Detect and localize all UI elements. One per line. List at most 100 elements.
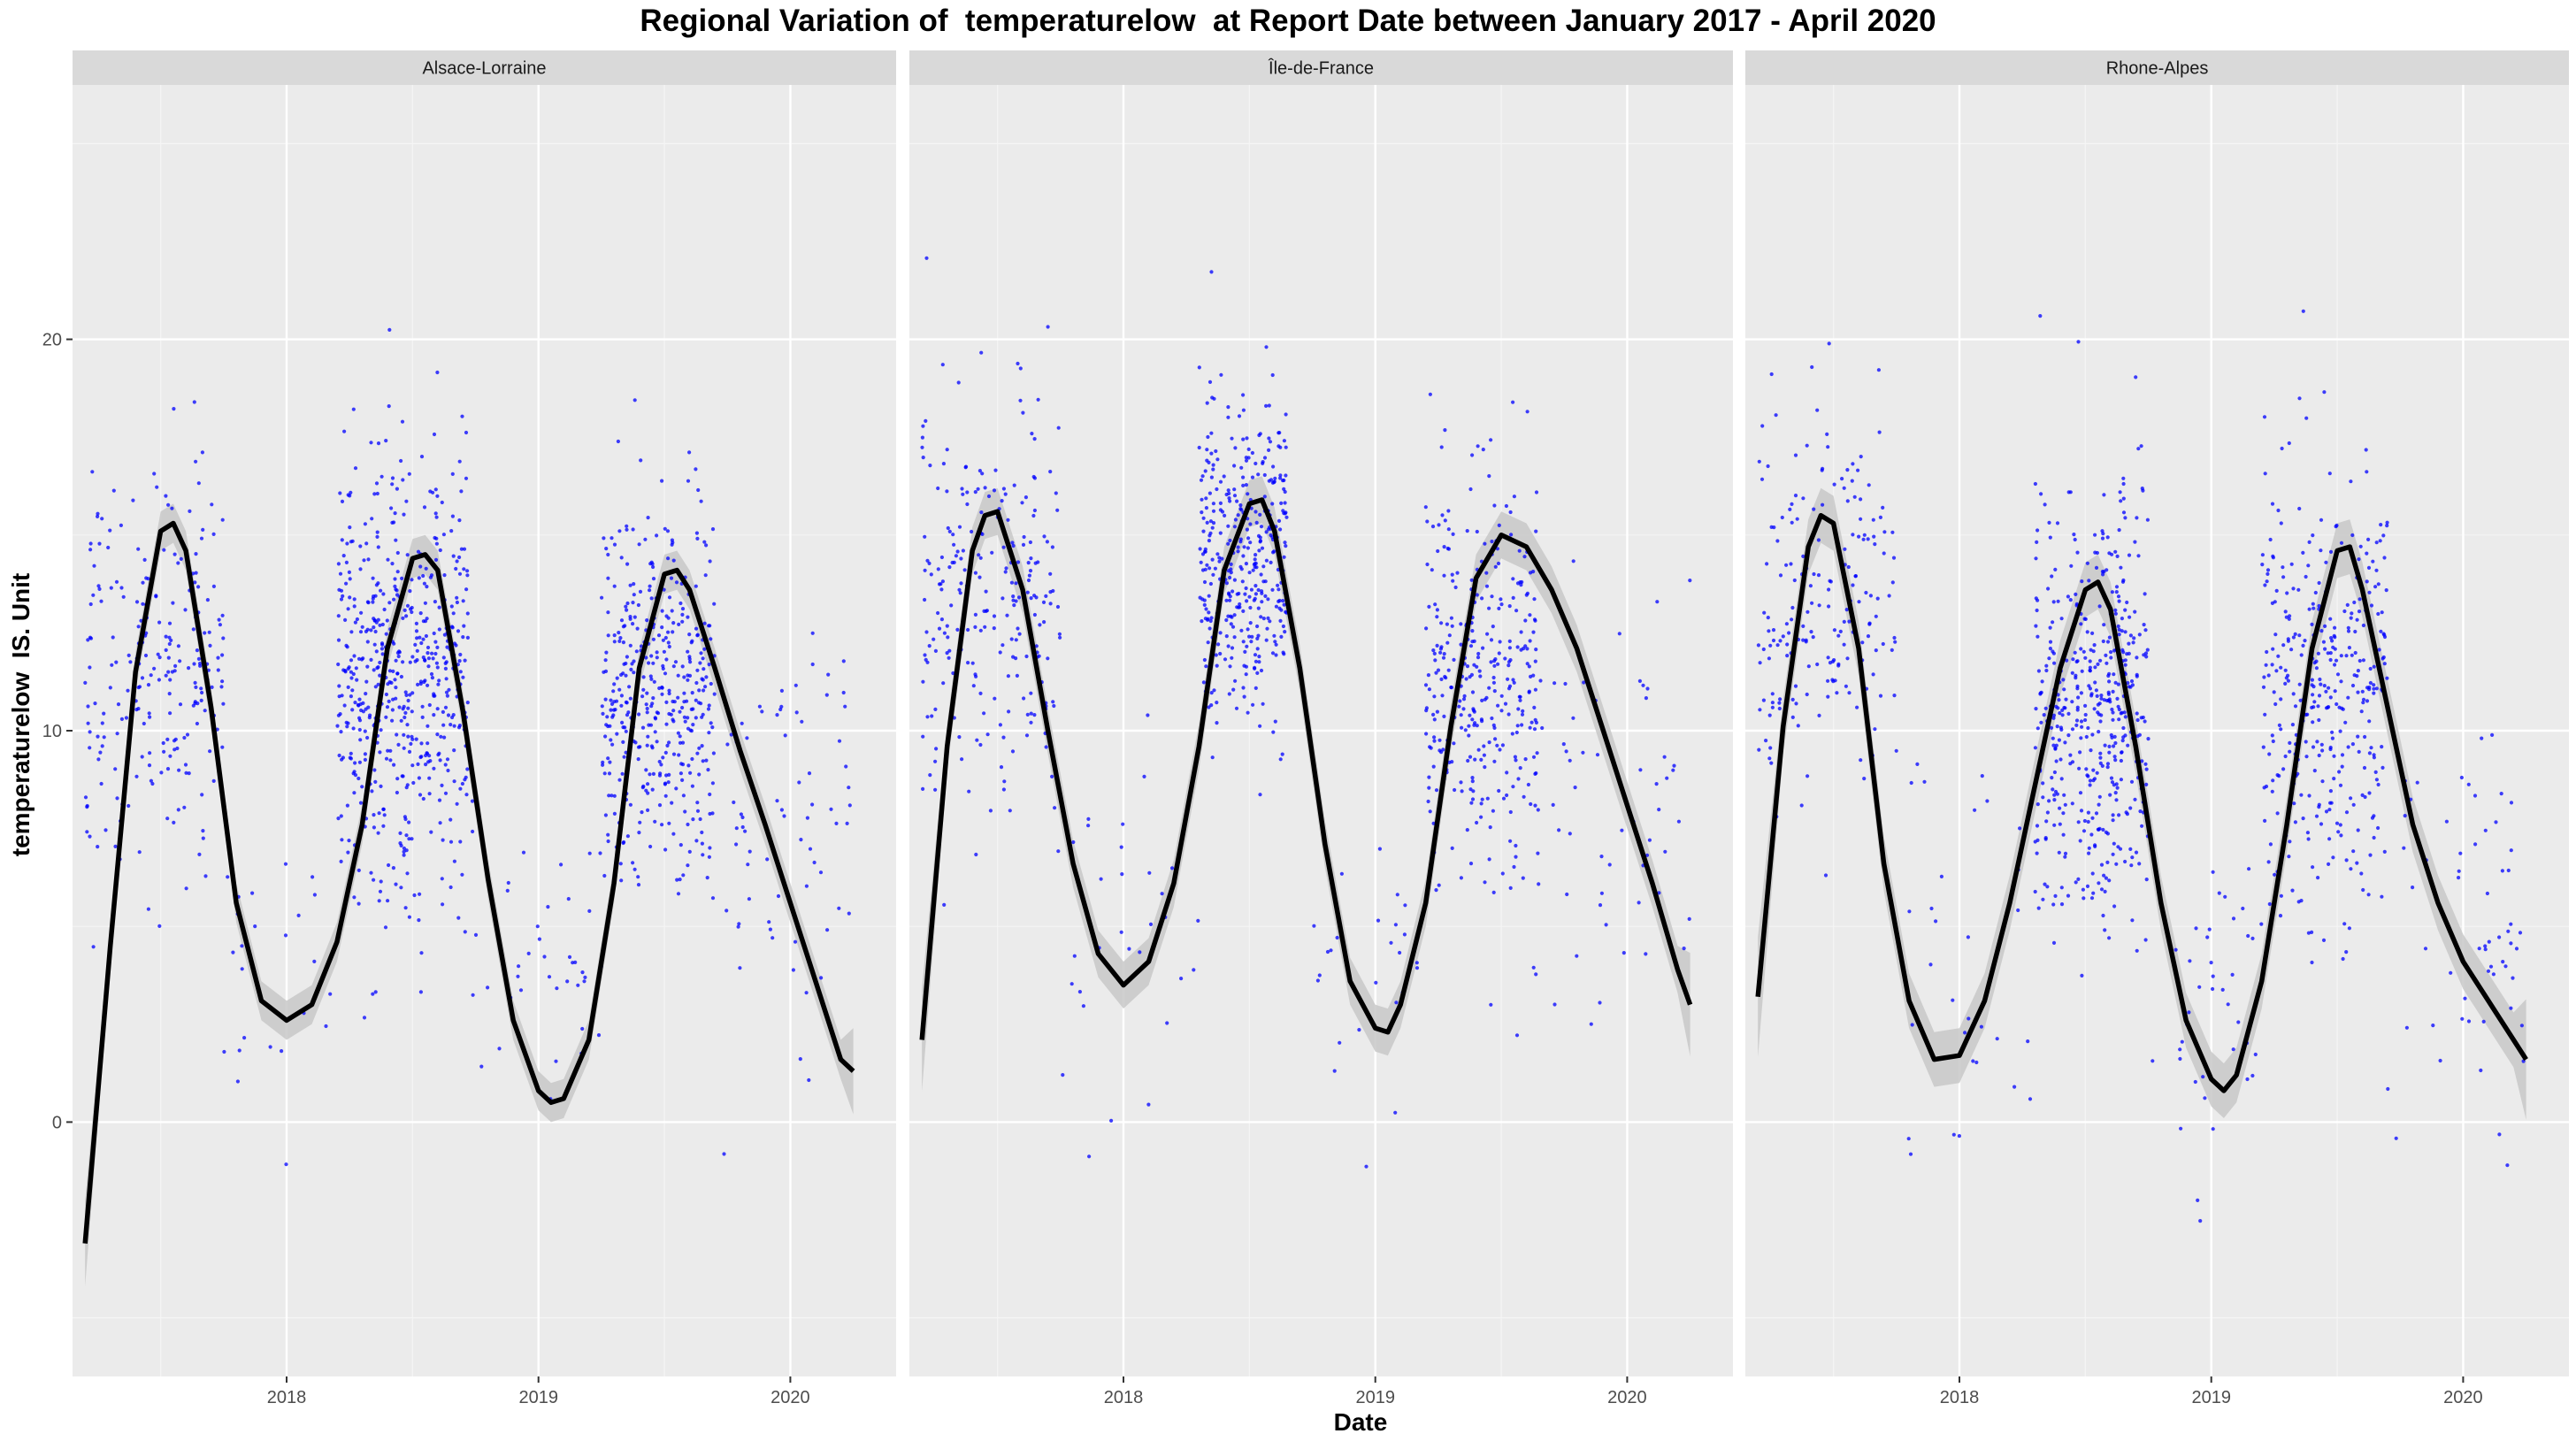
scatter-point [2460,1016,2465,1021]
scatter-point [2346,745,2350,749]
scatter-point [1514,855,1518,859]
scatter-point [2267,901,2272,907]
scatter-point [401,478,405,482]
scatter-point [955,549,960,554]
scatter-point [176,644,180,648]
scatter-point [1951,1132,1956,1137]
scatter-point [402,746,406,750]
scatter-point [2047,520,2051,525]
scatter-point [1246,536,1251,540]
scatter-point [2374,686,2379,691]
scatter-point [373,629,378,634]
scatter-point [2117,707,2121,712]
scatter-point [636,602,641,608]
scatter-point [680,740,686,745]
scatter-point [398,831,402,836]
scatter-point [2078,791,2083,795]
scatter-point [460,781,465,786]
scatter-point [96,757,101,762]
scatter-point [2289,562,2294,566]
scatter-point [367,716,372,720]
scatter-point [2113,680,2118,685]
scatter-point [1462,694,1467,699]
scatter-point [688,660,693,664]
scatter-point [2150,1059,2155,1063]
scatter-point [2097,881,2101,886]
scatter-point [391,866,395,870]
scatter-point [217,617,221,622]
scatter-point [1278,757,1283,762]
scatter-point [1821,466,1825,471]
scatter-point [2494,820,2498,824]
scatter-point [1208,581,1213,586]
scatter-point [2051,620,2055,625]
scatter-point [671,621,676,625]
scatter-point [1057,632,1062,636]
scatter-point [1242,663,1246,668]
scatter-point [992,488,997,493]
scatter-point [2103,743,2107,748]
scatter-point [1232,494,1238,498]
scatter-point [2112,734,2117,740]
scatter-point [1790,697,1795,702]
scatter-point [700,744,704,748]
scatter-point [2043,837,2048,841]
scatter-point [1007,709,1011,714]
scatter-point [2271,556,2275,560]
scatter-point [1042,620,1046,625]
scatter-point [606,839,610,844]
scatter-point [2340,764,2344,769]
scatter-point [1453,585,1458,590]
scatter-point [805,816,810,820]
scatter-point [646,516,650,520]
scatter-point [2353,629,2358,634]
scatter-point [2074,718,2080,723]
scatter-point [1208,380,1213,384]
scatter-point [387,404,391,409]
scatter-point [979,350,984,355]
scatter-point [1214,653,1218,657]
scatter-point [687,849,692,855]
scatter-point [2121,476,2126,480]
scatter-point [1258,535,1262,540]
scatter-point [387,601,392,605]
scatter-point [2043,706,2048,710]
scatter-point [1207,705,1211,709]
scatter-point [621,725,625,730]
scatter-point [1233,518,1238,522]
scatter-point [518,988,524,993]
scatter-point [1796,724,1800,728]
scatter-point [1226,644,1230,648]
scatter-point [2070,700,2074,704]
scatter-point [1832,482,1836,487]
scatter-point [433,487,438,492]
scatter-point [200,793,204,797]
scatter-point [1503,702,1508,706]
scatter-point [431,656,435,661]
scatter-point [2365,551,2369,556]
scatter-point [1527,689,1531,694]
scatter-point [1461,707,1466,711]
scatter-point [1832,658,1836,663]
scatter-point [1523,618,1528,623]
scatter-point [2404,1025,2409,1030]
scatter-point [1475,820,1479,825]
scatter-point [144,576,149,580]
scatter-point [1268,619,1272,624]
scatter-point [2100,536,2105,540]
scatter-point [1241,408,1246,412]
scatter-point [393,511,397,516]
scatter-point [443,791,448,795]
scatter-point [1278,476,1283,480]
scatter-point [1203,469,1208,473]
scatter-point [615,732,619,736]
scatter-point [2110,735,2114,740]
scatter-point [1785,642,1790,647]
scatter-point [407,915,411,919]
scatter-point [182,735,187,740]
scatter-point [1247,571,1252,575]
scatter-point [2217,891,2221,895]
scatter-point [1029,691,1033,695]
smooth-line [919,497,1693,1040]
scatter-point [2119,499,2123,503]
